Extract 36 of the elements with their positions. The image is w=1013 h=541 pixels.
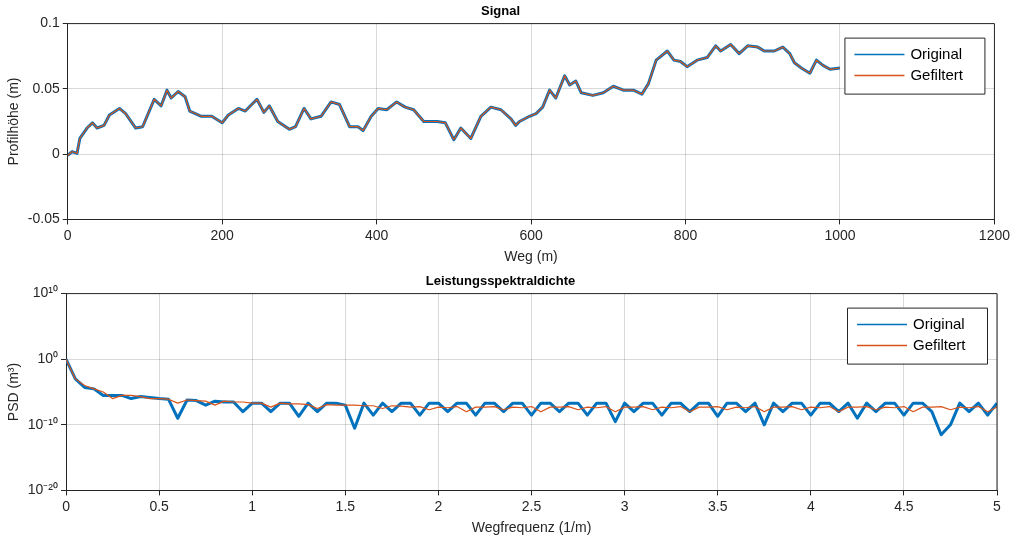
y-axis-title: Profilhöhe (m) <box>5 77 22 166</box>
x-tick-label: 3 <box>620 497 629 514</box>
y-tick-label: 0 <box>51 144 60 161</box>
legend-label: Gefiltert <box>910 65 964 83</box>
x-tick-label: 0 <box>62 497 71 514</box>
y-tick-label: 10¹⁰ <box>32 284 59 301</box>
x-tick-label: 0.5 <box>149 497 170 514</box>
legend-label: Gefiltert <box>913 335 967 353</box>
y-tick-label: 10⁻²⁰ <box>27 481 59 498</box>
x-tick-label: 3.5 <box>707 497 728 514</box>
chart-title: Signal <box>480 3 521 19</box>
x-tick-label: 1200 <box>978 226 1011 243</box>
y-tick-label: 10⁻¹⁰ <box>27 415 59 432</box>
x-tick-label: 2 <box>434 497 443 514</box>
x-tick-label: 1 <box>248 497 257 514</box>
x-tick-label: 4.5 <box>894 497 914 514</box>
x-axis-title: Wegfrequenz (1/m) <box>471 519 592 536</box>
x-tick-label: 1.5 <box>335 497 356 514</box>
x-tick-label: 400 <box>364 226 389 243</box>
y-tick-label: 0.1 <box>40 14 60 31</box>
y-axis-title: PSD (m³) <box>5 362 22 422</box>
x-tick-label: 1000 <box>824 226 856 243</box>
y-tick-label: -0.05 <box>27 210 60 227</box>
x-tick-label: 4 <box>806 497 815 514</box>
legend-label: Original <box>910 44 963 62</box>
x-tick-label: 800 <box>673 226 698 243</box>
y-tick-label: 0.05 <box>32 79 60 96</box>
legend-label: Original <box>913 314 965 332</box>
x-axis-title: Weg (m) <box>504 248 558 265</box>
y-tick-label: 10⁰ <box>37 350 59 367</box>
x-tick-label: 600 <box>519 226 543 243</box>
x-tick-label: 0 <box>63 226 72 243</box>
x-tick-label: 200 <box>210 226 235 243</box>
chart-title: Leistungsspektraldichte <box>425 273 576 289</box>
x-tick-label: 2.5 <box>521 497 542 514</box>
x-tick-label: 5 <box>993 497 1002 514</box>
